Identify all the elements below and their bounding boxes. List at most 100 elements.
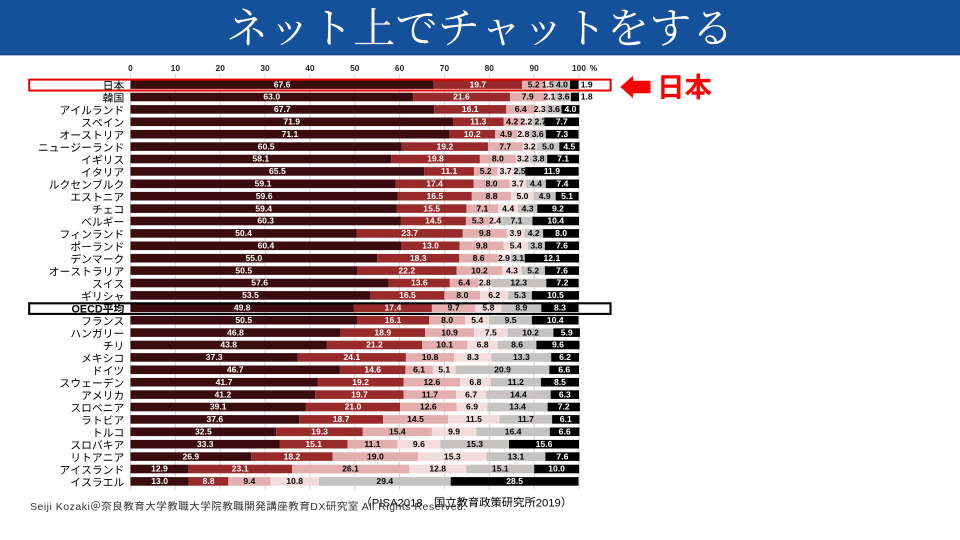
svg-text:26.1: 26.1 xyxy=(342,464,359,474)
svg-text:4.2: 4.2 xyxy=(528,228,540,238)
svg-text:6.9: 6.9 xyxy=(466,402,478,412)
svg-text:10.0: 10.0 xyxy=(548,464,565,474)
svg-text:60.5: 60.5 xyxy=(258,141,275,151)
svg-text:5.2: 5.2 xyxy=(528,79,540,89)
svg-text:37.3: 37.3 xyxy=(206,352,223,362)
svg-text:50.4: 50.4 xyxy=(235,228,252,238)
svg-text:13.1: 13.1 xyxy=(508,451,525,461)
svg-text:3.9: 3.9 xyxy=(510,228,522,238)
svg-text:5.1: 5.1 xyxy=(561,191,573,201)
svg-text:67.6: 67.6 xyxy=(274,79,291,89)
svg-text:0: 0 xyxy=(128,63,133,73)
svg-text:9.6: 9.6 xyxy=(413,439,425,449)
svg-text:7.2: 7.2 xyxy=(556,278,568,288)
svg-text:24.1: 24.1 xyxy=(343,352,360,362)
svg-text:6.8: 6.8 xyxy=(469,377,481,387)
svg-text:1.5: 1.5 xyxy=(542,79,554,89)
svg-text:15.4: 15.4 xyxy=(389,427,406,437)
svg-text:6.6: 6.6 xyxy=(558,365,570,375)
svg-text:11.5: 11.5 xyxy=(466,414,482,424)
svg-text:6.3: 6.3 xyxy=(559,389,571,399)
svg-text:41.7: 41.7 xyxy=(216,377,233,387)
svg-text:3.7: 3.7 xyxy=(512,179,524,189)
svg-text:6.2: 6.2 xyxy=(559,352,571,362)
svg-text:9.6: 9.6 xyxy=(552,340,564,350)
svg-text:23.7: 23.7 xyxy=(401,228,418,238)
svg-text:19.7: 19.7 xyxy=(469,79,486,89)
svg-text:15.1: 15.1 xyxy=(305,439,322,449)
svg-text:7.5: 7.5 xyxy=(485,327,497,337)
svg-text:5.2: 5.2 xyxy=(527,265,539,275)
svg-text:28.5: 28.5 xyxy=(506,476,523,486)
svg-text:3.8: 3.8 xyxy=(530,241,542,251)
svg-text:29.4: 29.4 xyxy=(376,476,393,486)
svg-text:19.8: 19.8 xyxy=(427,154,444,164)
svg-text:2019: 2019 xyxy=(536,497,561,509)
svg-text:4.0: 4.0 xyxy=(565,104,577,114)
svg-text:43.8: 43.8 xyxy=(220,340,237,350)
svg-text:55.0: 55.0 xyxy=(245,253,262,263)
svg-text:6.4: 6.4 xyxy=(458,278,470,288)
svg-text:6.1: 6.1 xyxy=(560,414,572,424)
svg-text:3.6: 3.6 xyxy=(548,104,560,114)
svg-text:12.9: 12.9 xyxy=(151,464,168,474)
svg-text:19.0: 19.0 xyxy=(367,451,384,461)
svg-text:4.3: 4.3 xyxy=(506,265,518,275)
svg-text:6.6: 6.6 xyxy=(559,427,571,437)
svg-text:18.7: 18.7 xyxy=(333,414,350,424)
svg-text:8.0: 8.0 xyxy=(492,154,504,164)
svg-text:9.8: 9.8 xyxy=(476,241,488,251)
svg-text:10.8: 10.8 xyxy=(422,352,439,362)
svg-text:19.2: 19.2 xyxy=(437,141,454,151)
svg-text:8.3: 8.3 xyxy=(467,352,479,362)
svg-text:4.3: 4.3 xyxy=(522,203,534,213)
svg-text:4.2: 4.2 xyxy=(506,117,518,127)
svg-text:21.0: 21.0 xyxy=(345,402,362,412)
svg-text:5.3: 5.3 xyxy=(472,216,484,226)
svg-text:67.7: 67.7 xyxy=(274,104,291,114)
svg-text:16.5: 16.5 xyxy=(426,191,443,201)
svg-text:5.3: 5.3 xyxy=(514,290,526,300)
svg-text:59.1: 59.1 xyxy=(255,179,272,189)
svg-text:17.4: 17.4 xyxy=(385,303,402,313)
svg-text:13.3: 13.3 xyxy=(513,352,530,362)
svg-text:11.7: 11.7 xyxy=(422,389,438,399)
svg-text:2.1: 2.1 xyxy=(543,92,555,102)
svg-text:8.0: 8.0 xyxy=(456,290,468,300)
svg-text:21.2: 21.2 xyxy=(366,340,383,350)
svg-text:37.6: 37.6 xyxy=(206,414,223,424)
svg-text:14.4: 14.4 xyxy=(510,389,527,399)
svg-text:16.5: 16.5 xyxy=(399,290,416,300)
svg-text:19.7: 19.7 xyxy=(351,389,368,399)
svg-text:71.9: 71.9 xyxy=(283,117,300,127)
svg-text:1.8: 1.8 xyxy=(581,92,593,102)
svg-text:2.9: 2.9 xyxy=(498,253,510,263)
svg-text:5.0: 5.0 xyxy=(517,191,529,201)
svg-text:16.4: 16.4 xyxy=(505,427,522,437)
svg-text:100: 100 xyxy=(572,63,586,73)
svg-text:8.3: 8.3 xyxy=(554,303,566,313)
svg-text:20: 20 xyxy=(216,63,226,73)
svg-text:53.5: 53.5 xyxy=(242,290,259,300)
svg-text:7.1: 7.1 xyxy=(476,203,488,213)
svg-text:70: 70 xyxy=(440,63,450,73)
svg-text:3.8: 3.8 xyxy=(533,154,545,164)
svg-text:5.1: 5.1 xyxy=(438,365,450,375)
svg-text:PISA2018: PISA2018 xyxy=(372,497,423,509)
svg-text:11.7: 11.7 xyxy=(518,414,534,424)
svg-text:18.9: 18.9 xyxy=(374,327,391,337)
svg-text:11.3: 11.3 xyxy=(470,117,486,127)
svg-text:9.4: 9.4 xyxy=(243,476,255,486)
svg-text:60: 60 xyxy=(395,63,405,73)
svg-text:2.8: 2.8 xyxy=(517,129,529,139)
svg-text:7.1: 7.1 xyxy=(510,216,522,226)
svg-text:4.0: 4.0 xyxy=(556,79,568,89)
svg-text:2.8: 2.8 xyxy=(479,278,491,288)
svg-text:2.4: 2.4 xyxy=(489,216,501,226)
svg-text:13.0: 13.0 xyxy=(422,241,439,251)
svg-text:4.5: 4.5 xyxy=(563,141,575,151)
svg-text:18.3: 18.3 xyxy=(410,253,427,263)
svg-text:90: 90 xyxy=(529,63,539,73)
svg-text:3.2: 3.2 xyxy=(517,154,529,164)
svg-text:3.6: 3.6 xyxy=(532,129,544,139)
